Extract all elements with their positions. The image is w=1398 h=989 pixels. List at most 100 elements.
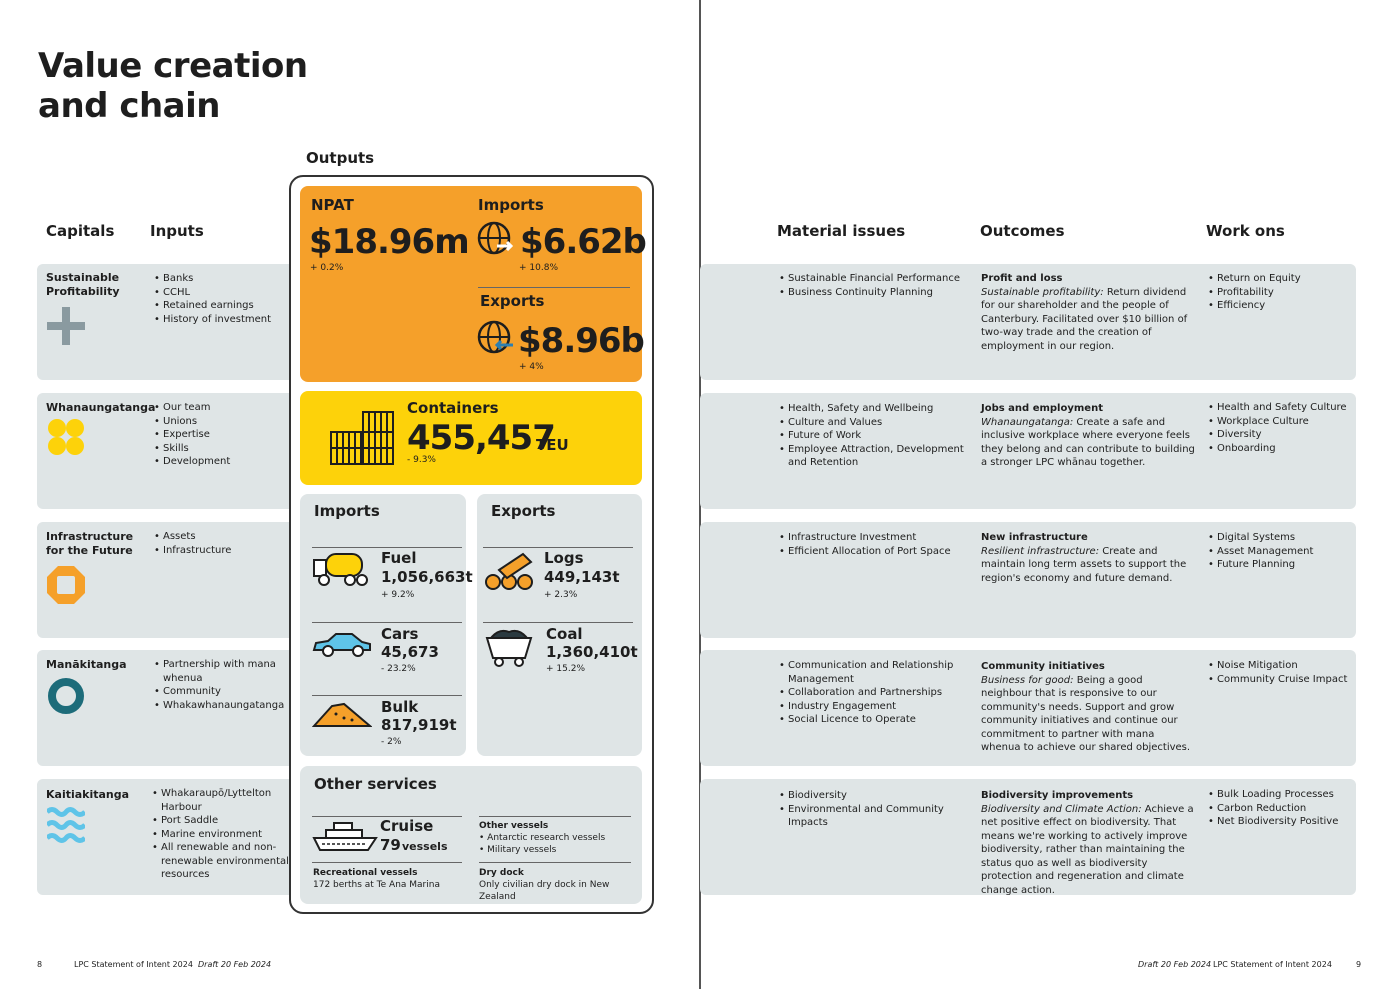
cruise-ship-icon <box>312 822 378 851</box>
coal-change: + 15.2% <box>546 664 585 674</box>
other-vessels-block: Other vessels • Antarctic research vesse… <box>479 821 606 855</box>
fuel-value: 1,056,663t <box>381 568 473 586</box>
capital-name: Infrastructure for the Future <box>46 530 134 557</box>
containers-unit: TEU <box>536 436 569 454</box>
npat-value: $18.96m <box>309 222 470 262</box>
outcome-block: Community initiatives Business for good:… <box>981 661 1191 753</box>
inputs-list: Banks CCHL Retained earnings History of … <box>154 272 289 326</box>
page-title: Value creation and chain <box>38 46 308 126</box>
separator <box>479 862 631 863</box>
page-number-right: 9 <box>1356 960 1362 969</box>
separator <box>312 862 462 863</box>
cruise-unit: vessels <box>402 840 448 853</box>
imports-label: Imports <box>478 196 544 214</box>
work-ons-list: Bulk Loading Processes Carbon Reduction … <box>1208 788 1348 829</box>
coal-name: Coal <box>546 625 583 643</box>
capital-name: Whanaungatanga <box>46 401 156 414</box>
separator <box>312 547 462 548</box>
car-icon <box>312 633 371 657</box>
cruise-name: Cruise <box>380 817 434 835</box>
inputs-list: Our team Unions Expertise Skills Develop… <box>154 401 289 469</box>
work-ons-list: Health and Safety Culture Workplace Cult… <box>1208 401 1348 455</box>
logs-icon <box>485 552 533 590</box>
fuel-name: Fuel <box>381 549 417 567</box>
inputs-list: Assets Infrastructure <box>154 530 289 557</box>
work-ons-header: Work ons <box>1206 222 1285 240</box>
inputs-list: Whakaraupō/Lyttelton Harbour Port Saddle… <box>152 787 289 882</box>
ring-icon <box>48 678 84 714</box>
npat-change: + 0.2% <box>310 263 344 273</box>
material-issues-list: Health, Safety and Wellbeing Culture and… <box>779 402 964 470</box>
work-ons-list: Noise Mitigation Community Cruise Impact <box>1208 659 1348 686</box>
plus-icon <box>47 307 85 345</box>
imports-panel-label: Imports <box>314 502 380 520</box>
cars-change: - 23.2% <box>381 664 416 674</box>
separator <box>312 695 462 696</box>
page-number-left: 8 <box>37 960 43 969</box>
outcome-block: Jobs and employment Whanaungatanga: Crea… <box>981 403 1195 468</box>
material-issues-header: Material issues <box>777 222 906 240</box>
waves-icon <box>47 807 85 843</box>
coal-cart-icon <box>485 629 533 667</box>
bulk-value: 817,919t <box>381 716 457 734</box>
outcome-block: Biodiversity improvements Biodiversity a… <box>981 790 1194 896</box>
outputs-header: Outputs <box>306 149 375 167</box>
separator <box>312 622 462 623</box>
containers-value: 455,457 <box>407 418 556 458</box>
outcome-block: New infrastructure Resilient infrastruct… <box>981 532 1187 584</box>
separator <box>479 816 631 817</box>
financial-outputs-panel <box>300 186 642 382</box>
separator <box>312 816 462 817</box>
separator <box>483 622 633 623</box>
footer-draft-right: Draft 20 Feb 2024 <box>1138 960 1212 969</box>
globe-export-icon <box>477 320 513 354</box>
inputs-header: Inputs <box>150 222 204 240</box>
other-services-label: Other services <box>314 775 437 793</box>
exports-label: Exports <box>480 292 545 310</box>
material-issues-list: Infrastructure Investment Efficient Allo… <box>779 531 964 558</box>
recreational-vessels-block: Recreational vessels 172 berths at Te An… <box>313 868 440 890</box>
cars-value: 45,673 <box>381 643 439 661</box>
imports-value: $6.62b <box>520 222 647 262</box>
octagon-icon <box>47 566 85 604</box>
bulk-change: - 2% <box>381 737 402 747</box>
cars-name: Cars <box>381 625 419 643</box>
exports-change: + 4% <box>519 362 544 372</box>
dry-dock-block: Dry dock Only civilian dry dock in New Z… <box>479 868 610 902</box>
coal-value: 1,360,410t <box>546 643 638 661</box>
footer-doc-right: LPC Statement of Intent 2024 <box>1213 960 1332 969</box>
material-issues-list: Communication and Relationship Managemen… <box>779 659 964 727</box>
outcome-block: Profit and loss Sustainable profitabilit… <box>981 273 1188 352</box>
cruise-count: 79 <box>380 836 401 854</box>
title-line-2: and chain <box>38 86 220 126</box>
imports-change: + 10.8% <box>519 263 558 273</box>
separator <box>478 287 630 288</box>
inputs-list: Partnership with mana whenua Community W… <box>154 658 289 712</box>
capital-name: Kaitiakitanga <box>46 788 130 801</box>
logs-value: 449,143t <box>544 568 620 586</box>
logs-change: + 2.3% <box>544 590 578 600</box>
fuel-change: + 9.2% <box>381 590 415 600</box>
material-issues-list: Sustainable Financial Performance Busine… <box>779 272 964 299</box>
material-issues-list: Biodiversity Environmental and Community… <box>779 789 964 830</box>
work-ons-list: Digital Systems Asset Management Future … <box>1208 531 1348 572</box>
bulk-name: Bulk <box>381 698 419 716</box>
containers-icon <box>330 411 394 465</box>
title-line-1: Value creation <box>38 46 308 86</box>
footer-doc-left: LPC Statement of Intent 2024 <box>74 960 193 969</box>
containers-label: Containers <box>407 399 499 417</box>
exports-panel-label: Exports <box>491 502 556 520</box>
containers-change: - 9.3% <box>407 455 436 465</box>
work-ons-list: Return on Equity Profitability Efficienc… <box>1208 272 1348 313</box>
capital-name: Sustainable Profitability <box>46 271 120 298</box>
exports-panel <box>477 494 642 756</box>
separator <box>483 547 633 548</box>
capitals-header: Capitals <box>46 222 115 240</box>
logs-name: Logs <box>544 549 584 567</box>
four-circles-icon <box>48 419 84 455</box>
outcomes-header: Outcomes <box>980 222 1065 240</box>
bulk-pile-icon <box>312 702 372 727</box>
containers-panel <box>300 391 642 485</box>
exports-value: $8.96b <box>518 321 645 361</box>
globe-import-icon <box>477 221 514 255</box>
